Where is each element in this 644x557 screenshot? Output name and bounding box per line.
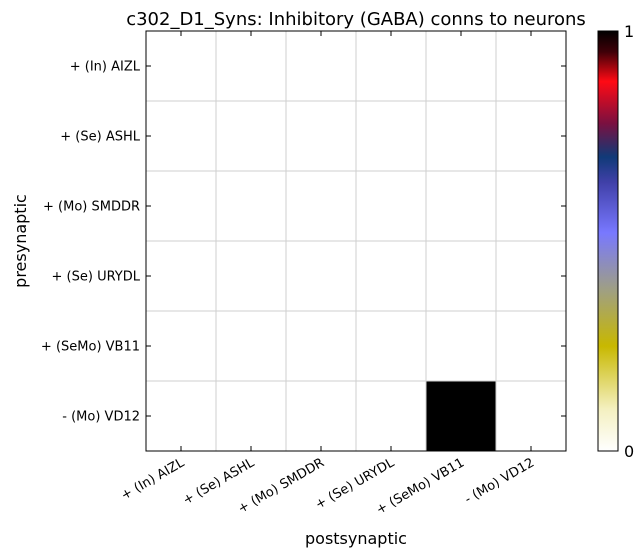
heatmap-cell bbox=[216, 241, 286, 311]
heatmap-cell bbox=[496, 171, 566, 241]
heatmap-cell bbox=[496, 241, 566, 311]
heatmap-cell bbox=[286, 171, 356, 241]
heatmap-cell bbox=[426, 241, 496, 311]
heatmap-cell bbox=[496, 101, 566, 171]
heatmap-cell bbox=[356, 101, 426, 171]
plot-frame bbox=[145, 30, 567, 452]
heatmap-cell bbox=[146, 381, 216, 451]
y-tick-label: + (Se) ASHL bbox=[60, 130, 140, 145]
x-tick-label: + (In) AIZL bbox=[119, 455, 188, 503]
heatmap-cell bbox=[426, 381, 496, 451]
heatmap-cells bbox=[146, 31, 566, 451]
heatmap-cell bbox=[496, 311, 566, 381]
heatmap-cell bbox=[216, 101, 286, 171]
tick-marks bbox=[146, 31, 566, 451]
x-tick-label: - (Mo) VD12 bbox=[462, 455, 537, 507]
heatmap-cell bbox=[496, 381, 566, 451]
heatmap-cell bbox=[146, 311, 216, 381]
heatmap-cell bbox=[286, 381, 356, 451]
heatmap-cell bbox=[286, 311, 356, 381]
heatmap-cell bbox=[356, 31, 426, 101]
y-tick-label: + (SeMo) VB11 bbox=[41, 340, 140, 355]
y-tick-labels: + (In) AIZL + (Se) ASHL + (Mo) SMDDR + (Se)… bbox=[41, 60, 141, 425]
heatmap-cell bbox=[356, 241, 426, 311]
heatmap-cell bbox=[286, 31, 356, 101]
grid-lines bbox=[146, 31, 566, 451]
heatmap-cell bbox=[216, 311, 286, 381]
heatmap-cell bbox=[426, 31, 496, 101]
colorbar-max-label: 1 bbox=[624, 22, 634, 41]
heatmap-cell bbox=[356, 171, 426, 241]
heatmap-cell bbox=[146, 171, 216, 241]
x-axis-label: postsynaptic bbox=[305, 529, 407, 548]
heatmap-cell bbox=[356, 381, 426, 451]
heatmap-cell bbox=[146, 101, 216, 171]
heatmap-cell bbox=[356, 311, 426, 381]
heatmap-cell bbox=[426, 311, 496, 381]
heatmap-cell bbox=[286, 101, 356, 171]
heatmap-cell bbox=[426, 171, 496, 241]
colorbar: 1 0 bbox=[597, 22, 634, 461]
colorbar-min-label: 0 bbox=[624, 442, 634, 461]
heatmap-cell bbox=[216, 381, 286, 451]
y-tick-label: + (Mo) SMDDR bbox=[43, 200, 140, 215]
plot-area bbox=[145, 30, 567, 452]
y-axis-label: presynaptic bbox=[11, 194, 30, 288]
heatmap-cell bbox=[426, 101, 496, 171]
heatmap-cell bbox=[216, 171, 286, 241]
heatmap-cell bbox=[216, 31, 286, 101]
heatmap-cell bbox=[146, 241, 216, 311]
chart-title: c302_D1_Syns: Inhibitory (GABA) conns to… bbox=[126, 9, 586, 30]
y-tick-label: + (Se) URYDL bbox=[52, 270, 141, 285]
colorbar-gradient bbox=[597, 30, 619, 452]
heatmap-cell bbox=[496, 31, 566, 101]
heatmap-cell bbox=[286, 241, 356, 311]
x-tick-labels: + (In) AIZL+ (Se) ASHL+ (Mo) SMDDR+ (Se)… bbox=[119, 455, 537, 518]
y-tick-label: + (In) AIZL bbox=[70, 60, 141, 75]
heatmap-cell bbox=[146, 31, 216, 101]
y-tick-label: - (Mo) VD12 bbox=[62, 410, 140, 425]
